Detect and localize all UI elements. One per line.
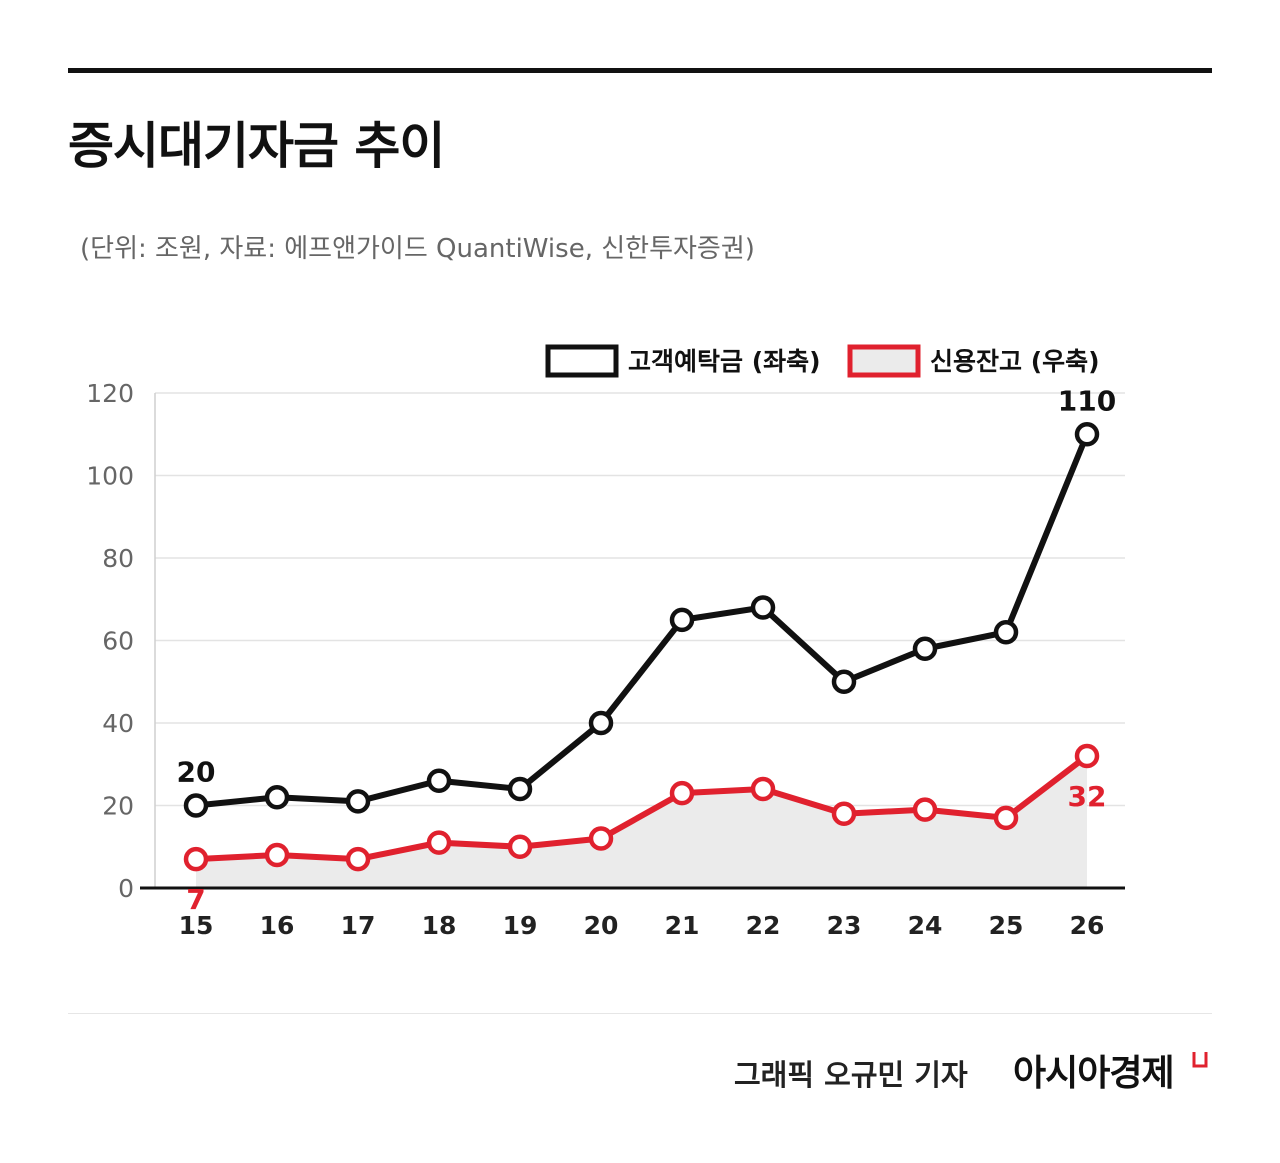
- x-tick-label: 17: [341, 911, 376, 940]
- deposit-point: [669, 607, 695, 633]
- x-tick-label: 19: [503, 911, 538, 940]
- x-tick-label: 18: [422, 911, 457, 940]
- x-tick-label: 22: [746, 911, 781, 940]
- legend-deposit-label: 고객예탁금 (좌축): [628, 347, 821, 376]
- credit-point: [507, 834, 533, 859]
- x-tick-label: 23: [827, 911, 862, 940]
- credit-point: [588, 826, 614, 851]
- x-tick-label: 21: [665, 911, 700, 940]
- deposit-data-label: 110: [1058, 384, 1116, 417]
- deposit-point: [750, 595, 776, 620]
- deposit-data-label: 20: [177, 756, 216, 789]
- deposit-point: [507, 776, 533, 802]
- y-tick-label: 120: [86, 379, 134, 408]
- credit-data-label: 7: [186, 883, 205, 916]
- credit-point: [993, 805, 1019, 831]
- credit-area-fill: [196, 756, 1087, 888]
- credit-point: [912, 797, 938, 822]
- deposit-point: [912, 636, 938, 661]
- y-tick-label: 80: [102, 544, 134, 573]
- top-rule: [68, 68, 1212, 73]
- y-tick-label: 60: [102, 627, 134, 656]
- brand-mark-icon: [1192, 1052, 1208, 1068]
- x-tick-label: 24: [908, 911, 943, 940]
- line-chart: 0 20 40 60 80 100 120 15 16 17 18 19 20 21 22 23 24 25 26 2…: [86, 344, 1125, 940]
- x-tick-label: 16: [260, 911, 295, 940]
- graphic-credit: 그래픽 오규민 기자: [734, 1058, 968, 1092]
- y-tick-label: 100: [86, 462, 134, 491]
- credit-point: [264, 842, 290, 868]
- page-title: 증시대기자금 추이: [68, 117, 445, 175]
- credit-point: [750, 776, 776, 802]
- credit-point: [669, 780, 695, 806]
- brand-logo: 아시아경제: [1013, 1053, 1175, 1094]
- deposit-point: [588, 710, 614, 736]
- deposit-point: [831, 669, 857, 694]
- credit-point: [426, 830, 452, 855]
- x-tick-label: 20: [584, 911, 619, 940]
- deposit-point: [264, 785, 290, 810]
- credit-point: [831, 801, 857, 826]
- bottom-rule: [68, 1013, 1212, 1014]
- credit-point: [183, 846, 209, 872]
- y-tick-label: 0: [118, 874, 134, 903]
- source-note: (단위: 조원, 자료: 에프앤가이드 QuantiWise, 신한투자증권): [80, 234, 755, 264]
- y-tick-label: 20: [102, 792, 134, 821]
- x-tick-label: 26: [1070, 911, 1105, 940]
- legend-credit-label: 신용잔고 (우축): [930, 347, 1100, 376]
- legend-deposit-swatch: [545, 344, 619, 378]
- deposit-point: [426, 768, 452, 793]
- credit-data-label: 32: [1068, 780, 1107, 813]
- deposit-line: [193, 431, 1090, 809]
- x-tick-label: 15: [179, 911, 214, 940]
- credit-line: [193, 753, 1090, 863]
- y-tick-label: 40: [102, 709, 134, 738]
- credit-point: [345, 846, 371, 872]
- deposit-point: [993, 620, 1019, 645]
- deposit-point: [345, 789, 371, 814]
- x-tick-label: 25: [989, 911, 1024, 940]
- credit-point: [1074, 743, 1100, 769]
- deposit-point: [183, 793, 209, 818]
- deposit-point: [1074, 422, 1100, 447]
- legend-credit-swatch: [847, 344, 921, 378]
